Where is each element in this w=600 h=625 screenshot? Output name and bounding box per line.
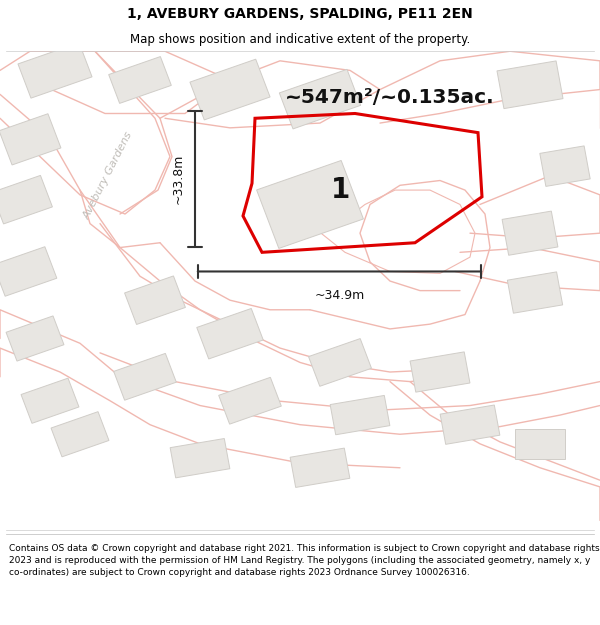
Polygon shape (113, 353, 176, 400)
Polygon shape (6, 316, 64, 361)
Text: Contains OS data © Crown copyright and database right 2021. This information is : Contains OS data © Crown copyright and d… (9, 544, 599, 577)
Polygon shape (497, 61, 563, 109)
Polygon shape (410, 352, 470, 392)
Polygon shape (280, 69, 361, 129)
Polygon shape (51, 412, 109, 457)
Text: Avebury Gardens: Avebury Gardens (82, 130, 134, 221)
Polygon shape (218, 378, 281, 424)
Text: ~34.9m: ~34.9m (314, 289, 365, 302)
Polygon shape (170, 439, 230, 478)
Polygon shape (502, 211, 558, 255)
Polygon shape (197, 309, 263, 359)
Polygon shape (0, 247, 57, 296)
Text: 1, AVEBURY GARDENS, SPALDING, PE11 2EN: 1, AVEBURY GARDENS, SPALDING, PE11 2EN (127, 8, 473, 21)
Text: Map shows position and indicative extent of the property.: Map shows position and indicative extent… (130, 34, 470, 46)
Polygon shape (190, 59, 270, 120)
Polygon shape (508, 272, 563, 313)
Polygon shape (21, 378, 79, 423)
Polygon shape (330, 396, 390, 435)
Polygon shape (540, 146, 590, 186)
Polygon shape (308, 339, 371, 386)
Polygon shape (440, 405, 500, 444)
Polygon shape (18, 42, 92, 98)
Polygon shape (125, 276, 185, 324)
Text: ~547m²/~0.135ac.: ~547m²/~0.135ac. (285, 88, 495, 107)
Polygon shape (0, 176, 52, 224)
Polygon shape (515, 429, 565, 459)
Text: ~33.8m: ~33.8m (172, 154, 185, 204)
Polygon shape (257, 161, 364, 248)
Polygon shape (109, 57, 172, 103)
Polygon shape (290, 448, 350, 488)
Polygon shape (0, 114, 61, 165)
Text: 1: 1 (331, 176, 350, 204)
